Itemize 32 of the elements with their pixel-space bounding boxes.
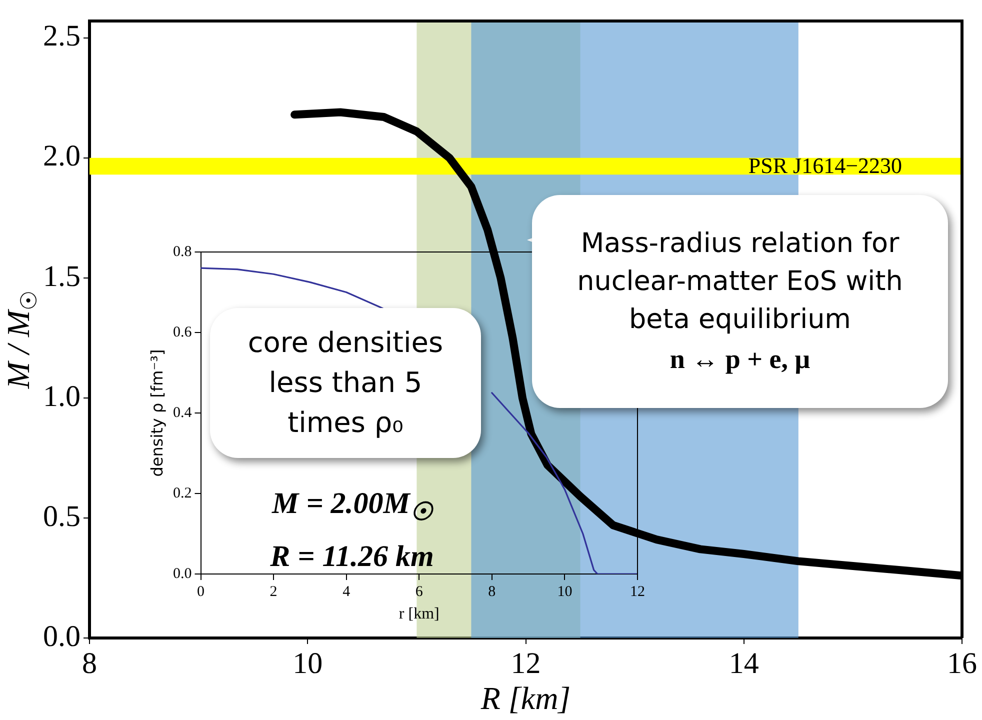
x-tick-label: 10 <box>557 584 572 600</box>
x-tick-label: 12 <box>510 646 541 680</box>
y-tick-label: 0.5 <box>43 500 80 533</box>
x-tick-label: 16 <box>947 646 977 680</box>
y-axis-title: M / M☉ <box>0 290 42 390</box>
annotation: M = 2.00M$_{☉}$ <box>270 486 434 528</box>
x-tick-label: 2 <box>270 584 278 600</box>
y-tick-label: 2.5 <box>43 20 80 53</box>
x-tick-label: 10 <box>292 646 323 680</box>
y-tick-label: 2.0 <box>43 140 80 173</box>
x-tick-label: 8 <box>82 646 97 680</box>
y-tick-label: 0.4 <box>173 404 192 421</box>
x-tick-label: 8 <box>488 584 496 600</box>
x-axis-title: r [km] <box>398 606 440 623</box>
y-tick-label: 0.2 <box>173 485 192 502</box>
y-tick-label: 0.0 <box>43 620 80 653</box>
y-tick-label: 0.8 <box>173 244 192 260</box>
annotation: n ↔ p + e, μ <box>670 342 810 376</box>
y-tick-label: 1.0 <box>43 380 80 413</box>
x-tick-label: 0 <box>197 584 204 600</box>
annotation: core densities less than 5 times ρ₀ <box>246 325 444 441</box>
y-tick-label: 1.5 <box>43 260 80 293</box>
x-tick-label: 12 <box>630 584 645 600</box>
y-tick-label: 0.0 <box>173 566 192 582</box>
y-axis-title: density ρ [fm⁻³] <box>148 349 167 477</box>
x-axis-title: R [km] <box>480 680 571 716</box>
band-label: PSR J1614−2230 <box>748 153 902 178</box>
x-tick-label: 4 <box>342 584 351 600</box>
x-tick-label: 6 <box>415 584 424 600</box>
annotation: R = 11.26 km <box>269 539 435 575</box>
y-tick-label: 0.6 <box>173 324 192 340</box>
x-tick-label: 14 <box>728 646 759 680</box>
